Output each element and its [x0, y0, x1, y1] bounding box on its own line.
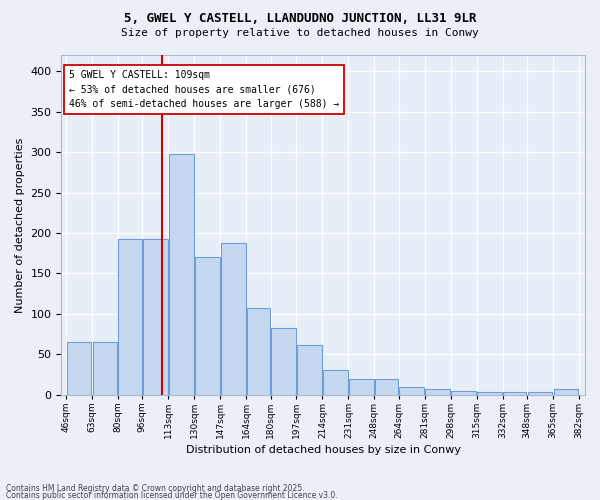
Bar [271, 328, 296, 394]
Text: Contains HM Land Registry data © Crown copyright and database right 2025.: Contains HM Land Registry data © Crown c… [6, 484, 305, 493]
Bar [67, 342, 91, 394]
Bar [169, 154, 194, 394]
Text: Contains public sector information licensed under the Open Government Licence v3: Contains public sector information licen… [6, 491, 338, 500]
Bar [477, 392, 502, 394]
Bar [118, 240, 142, 394]
Bar [400, 386, 424, 394]
Bar [349, 378, 374, 394]
Bar [375, 378, 398, 394]
Bar [527, 392, 553, 394]
Bar [425, 389, 450, 394]
Bar [221, 242, 245, 394]
Bar [323, 370, 348, 394]
Text: Size of property relative to detached houses in Conwy: Size of property relative to detached ho… [121, 28, 479, 38]
Bar [503, 392, 526, 394]
Bar [297, 344, 322, 395]
Bar [247, 308, 270, 394]
X-axis label: Distribution of detached houses by size in Conwy: Distribution of detached houses by size … [186, 445, 461, 455]
Bar [143, 240, 167, 394]
Bar [451, 390, 476, 394]
Bar [554, 389, 578, 394]
Bar [92, 342, 117, 394]
Bar [195, 257, 220, 394]
Y-axis label: Number of detached properties: Number of detached properties [15, 137, 25, 312]
Text: 5, GWEL Y CASTELL, LLANDUDNO JUNCTION, LL31 9LR: 5, GWEL Y CASTELL, LLANDUDNO JUNCTION, L… [124, 12, 476, 26]
Text: 5 GWEL Y CASTELL: 109sqm
← 53% of detached houses are smaller (676)
46% of semi-: 5 GWEL Y CASTELL: 109sqm ← 53% of detach… [69, 70, 339, 109]
